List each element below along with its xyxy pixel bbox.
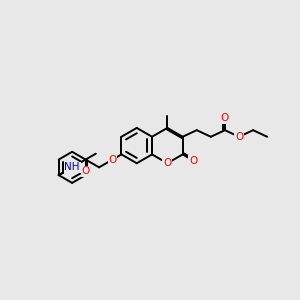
Text: O: O	[82, 166, 90, 176]
Text: O: O	[221, 113, 229, 123]
Text: NH: NH	[64, 162, 80, 172]
Text: O: O	[189, 156, 197, 166]
Text: O: O	[235, 132, 243, 142]
Text: O: O	[163, 158, 172, 168]
Text: O: O	[108, 154, 117, 165]
